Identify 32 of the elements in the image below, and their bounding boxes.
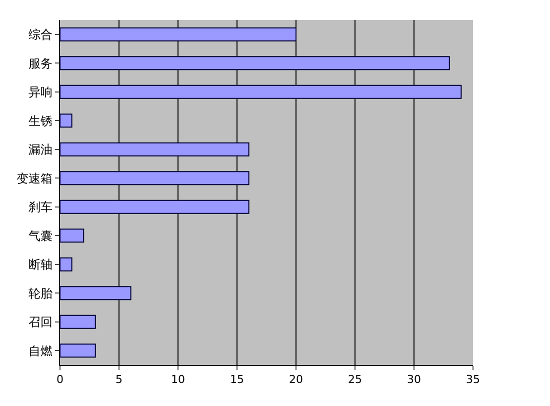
bar bbox=[60, 27, 296, 42]
y-tick-label: 综合 bbox=[28, 28, 53, 42]
y-tick-label: 漏油 bbox=[28, 142, 53, 157]
x-tick-label: 25 bbox=[348, 373, 362, 386]
bar bbox=[60, 171, 250, 186]
x-tick-label: 30 bbox=[407, 373, 421, 386]
bar bbox=[60, 314, 96, 329]
y-tick-label: 服务 bbox=[28, 56, 53, 70]
bar bbox=[60, 142, 250, 156]
y-tick-label: 异响 bbox=[28, 85, 53, 100]
x-tick-label: 10 bbox=[171, 373, 185, 386]
x-tick-label: 35 bbox=[466, 373, 480, 386]
bar bbox=[60, 114, 72, 128]
y-tick-label: 轮胎 bbox=[28, 286, 53, 300]
y-tick-label: 自燃 bbox=[28, 344, 53, 358]
y-tick-label: 断轴 bbox=[28, 258, 53, 272]
bar bbox=[60, 228, 84, 243]
y-tick-label: 生锈 bbox=[28, 114, 53, 128]
y-tick-label: 变速箱 bbox=[16, 171, 53, 186]
y-tick-label: 召回 bbox=[28, 315, 53, 330]
y-tick-label: 刹车 bbox=[28, 200, 53, 214]
x-tick-label: 15 bbox=[230, 373, 244, 386]
x-tick-label: 20 bbox=[289, 373, 303, 386]
x-tick-label: 0 bbox=[56, 373, 64, 386]
bar bbox=[60, 344, 96, 358]
y-tick-label: 气囊 bbox=[28, 228, 53, 243]
bar bbox=[60, 257, 72, 272]
bar bbox=[60, 56, 450, 70]
bar bbox=[60, 84, 462, 99]
x-tick-label: 5 bbox=[116, 373, 122, 386]
bar bbox=[60, 286, 132, 300]
bar bbox=[60, 200, 250, 214]
